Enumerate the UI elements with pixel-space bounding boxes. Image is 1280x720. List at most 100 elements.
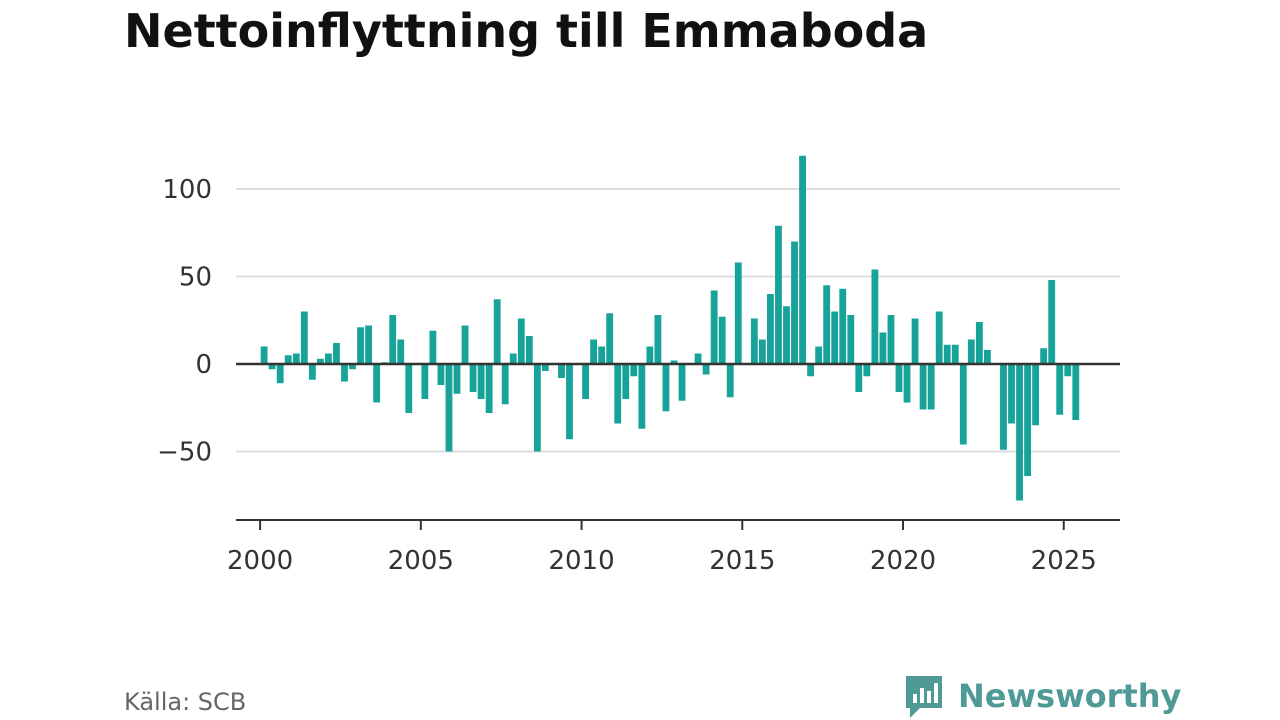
- bar: [678, 364, 686, 401]
- bar: [710, 290, 718, 364]
- bar: [975, 322, 983, 364]
- bar: [726, 364, 734, 398]
- bar: [943, 344, 951, 364]
- bar: [959, 364, 967, 445]
- bar: [357, 327, 364, 364]
- bar: [863, 364, 871, 377]
- bar: [485, 364, 493, 413]
- x-tick-labels: 2000 2005 2010 2015 2020 2025: [227, 546, 1097, 576]
- bar: [967, 339, 975, 364]
- bar: [767, 294, 774, 364]
- bar: [734, 262, 742, 364]
- bar: [702, 364, 710, 375]
- bar: [1072, 364, 1080, 420]
- x-tick-label: 2015: [709, 546, 775, 576]
- bar: [1048, 280, 1056, 364]
- bar: [365, 325, 373, 364]
- bar: [670, 360, 678, 364]
- bar: [783, 306, 790, 364]
- bar: [590, 339, 598, 364]
- bar: [630, 364, 638, 377]
- bar: [983, 350, 991, 364]
- bar: [566, 364, 573, 440]
- bar: [421, 364, 429, 399]
- bar: [791, 241, 798, 364]
- bar: [461, 325, 469, 364]
- bar: [614, 364, 622, 424]
- bar: [533, 364, 541, 452]
- x-tick-label: 2010: [548, 546, 614, 576]
- y-tick-label: 0: [195, 350, 212, 380]
- bar: [325, 353, 332, 364]
- bar: [1056, 364, 1064, 415]
- bar: [437, 364, 445, 385]
- bar: [405, 364, 413, 413]
- bar: [935, 311, 943, 364]
- bar: [807, 364, 815, 377]
- bar: [758, 339, 766, 364]
- bar: [341, 364, 348, 382]
- bar: [501, 364, 509, 405]
- bar: [847, 315, 855, 364]
- bar: [919, 364, 927, 410]
- bar: [1040, 348, 1048, 364]
- bar: [276, 364, 284, 384]
- bar: [646, 346, 654, 364]
- bar: [911, 318, 919, 364]
- bar: [429, 330, 437, 364]
- x-tick-label: 2025: [1031, 546, 1097, 576]
- bar: [662, 364, 670, 412]
- bars: [260, 155, 1080, 501]
- bar: [815, 346, 823, 364]
- bar: [831, 311, 839, 364]
- bar: [517, 318, 525, 364]
- bar: [622, 364, 630, 399]
- bar: [1000, 364, 1007, 450]
- bar: [284, 355, 292, 364]
- y-tick-label: 100: [162, 175, 212, 205]
- bar: [292, 353, 300, 364]
- newsworthy-logo: Newsworthy: [902, 672, 1181, 720]
- bar: [750, 318, 758, 364]
- bar: [477, 364, 485, 399]
- bar: [453, 364, 461, 394]
- bar: [558, 364, 565, 378]
- bar: [373, 364, 381, 403]
- bar: [1008, 364, 1015, 424]
- bar: [895, 364, 903, 392]
- x-tick-label: 2005: [388, 546, 454, 576]
- axes: [236, 362, 1120, 530]
- bar: [1024, 364, 1031, 476]
- bar: [694, 353, 702, 364]
- bar: [1016, 364, 1023, 501]
- bar: [799, 155, 806, 364]
- bar: [903, 364, 911, 403]
- bar: [260, 346, 268, 364]
- bar: [927, 364, 935, 410]
- bar: [525, 336, 533, 364]
- grid-lines: [236, 188, 1120, 453]
- bar: [887, 315, 895, 364]
- y-tick-label: −50: [157, 438, 212, 468]
- bar: [541, 364, 549, 371]
- bar: [951, 344, 959, 364]
- bar: [638, 364, 646, 429]
- bar: [654, 315, 662, 364]
- bar: [598, 346, 606, 364]
- bar: [582, 364, 589, 399]
- bar: [823, 285, 831, 364]
- bar: [855, 364, 863, 392]
- bar: [1032, 364, 1040, 426]
- bar: [445, 364, 453, 452]
- bar: [1064, 364, 1072, 377]
- bar: [775, 225, 782, 364]
- chart-title: Nettoinflyttning till Emmaboda: [124, 4, 929, 58]
- bar: [879, 332, 887, 364]
- newsworthy-icon: [906, 676, 942, 718]
- bar: [493, 299, 501, 364]
- bar: [349, 364, 356, 370]
- bar: [718, 316, 726, 364]
- bar: [839, 288, 847, 364]
- bar: [333, 343, 340, 364]
